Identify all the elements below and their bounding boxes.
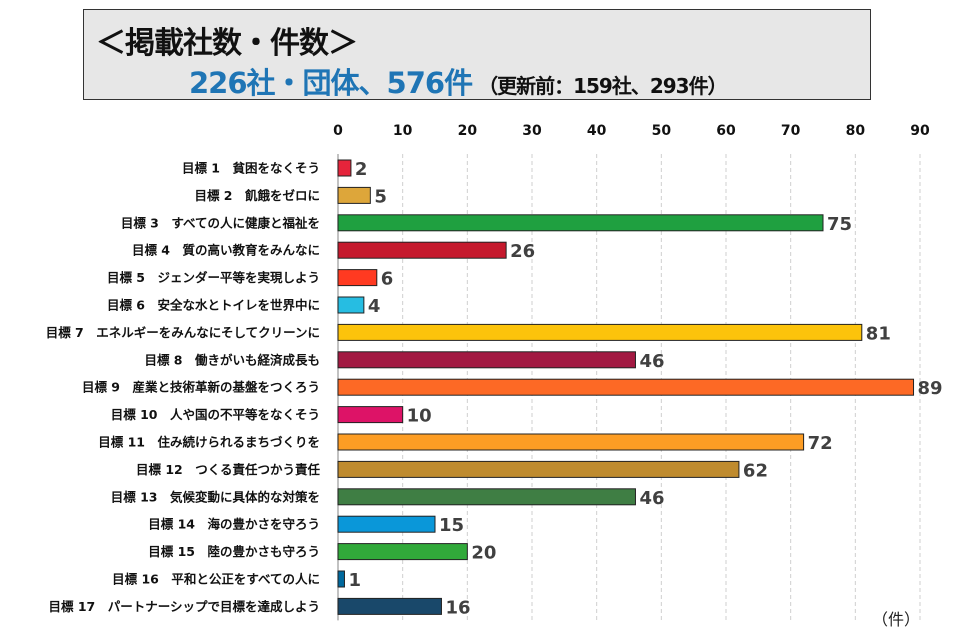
bar (337, 433, 805, 451)
bar (337, 323, 863, 341)
chart-title: ＜掲載社数・件数＞ (96, 26, 358, 61)
bar (337, 570, 345, 588)
category-label: 目標 6 安全な水とトイレを世界中に (107, 298, 320, 313)
bar (337, 351, 636, 369)
category-label: 目標 15 陸の豊かさも守ろう (148, 544, 320, 559)
x-tick-label: 90 (910, 123, 930, 139)
data-label: 15 (439, 515, 464, 536)
unit-label: （件） (872, 610, 921, 629)
category-label: 目標 12 つくる責任つかう責任 (136, 462, 320, 477)
category-label: 目標 14 海の豊かさを守ろう (148, 517, 320, 532)
data-label: 75 (827, 214, 852, 235)
data-label: 6 (381, 269, 394, 290)
data-label: 89 (918, 378, 943, 399)
data-label: 4 (368, 296, 381, 317)
data-label: 81 (866, 323, 891, 344)
bar (337, 241, 507, 259)
bar (337, 515, 436, 533)
category-label: 目標 4 質の高い教育をみんなに (132, 243, 320, 258)
bar (337, 214, 824, 232)
x-tick-label: 40 (587, 123, 607, 139)
category-label: 目標 10 人や国の不平等をなくそう (111, 407, 320, 422)
bar (337, 186, 371, 204)
summary-line: 226社・団体、576件 （更新前：159社、293件） (189, 60, 728, 102)
title-box: ＜掲載社数・件数＞ 226社・団体、576件 （更新前：159社、293件） (83, 9, 871, 100)
category-label: 目標 17 パートナーシップで目標を達成しよう (49, 599, 321, 614)
category-label: 目標 13 気候変動に具体的な対策を (111, 489, 320, 504)
x-tick-label: 20 (458, 123, 478, 139)
category-label: 目標 11 住み続けられるまちづくりを (98, 435, 320, 450)
x-tick-label: 10 (393, 123, 413, 139)
category-label: 目標 9 産業と技術革新の基盤をつくろう (82, 380, 320, 395)
data-label: 2 (355, 159, 368, 180)
category-label: 目標 7 エネルギーをみんなにそしてクリーンに (46, 325, 320, 340)
bar (337, 597, 442, 615)
x-tick-label: 70 (781, 123, 801, 139)
category-label: 目標 3 すべての人に健康と福祉を (121, 215, 320, 230)
category-label: 目標 2 飢餓をゼロに (194, 188, 320, 203)
x-tick-label: 30 (522, 123, 542, 139)
data-label: 1 (348, 570, 361, 591)
category-label: 目標 16 平和と公正をすべての人に (112, 572, 320, 587)
bar (337, 406, 404, 424)
bar (337, 378, 915, 396)
previous-count: （更新前：159社、293件） (478, 74, 727, 98)
data-label: 26 (510, 241, 535, 262)
data-label: 46 (639, 488, 664, 509)
x-tick-label: 50 (652, 123, 672, 139)
category-label: 目標 8 働きがいも経済成長も (144, 352, 320, 367)
bar (337, 159, 352, 177)
x-tick-label: 80 (846, 123, 866, 139)
bar (337, 543, 468, 561)
bar (337, 296, 365, 314)
x-tick-label: 60 (716, 123, 736, 139)
data-label: 62 (743, 460, 768, 481)
category-label: 目標 1 貧困をなくそう (182, 161, 320, 176)
data-label: 46 (639, 351, 664, 372)
bar (337, 488, 636, 506)
data-label: 10 (407, 406, 432, 427)
bar (337, 460, 740, 478)
data-label: 20 (471, 543, 496, 564)
data-label: 5 (374, 186, 387, 207)
bar (337, 269, 378, 287)
category-label: 目標 5 ジェンダー平等を実現しよう (107, 270, 320, 285)
data-label: 16 (445, 597, 470, 618)
x-tick-label: 0 (333, 123, 343, 139)
summary-count: 226社・団体、576件 (189, 66, 473, 100)
data-label: 72 (808, 433, 833, 454)
